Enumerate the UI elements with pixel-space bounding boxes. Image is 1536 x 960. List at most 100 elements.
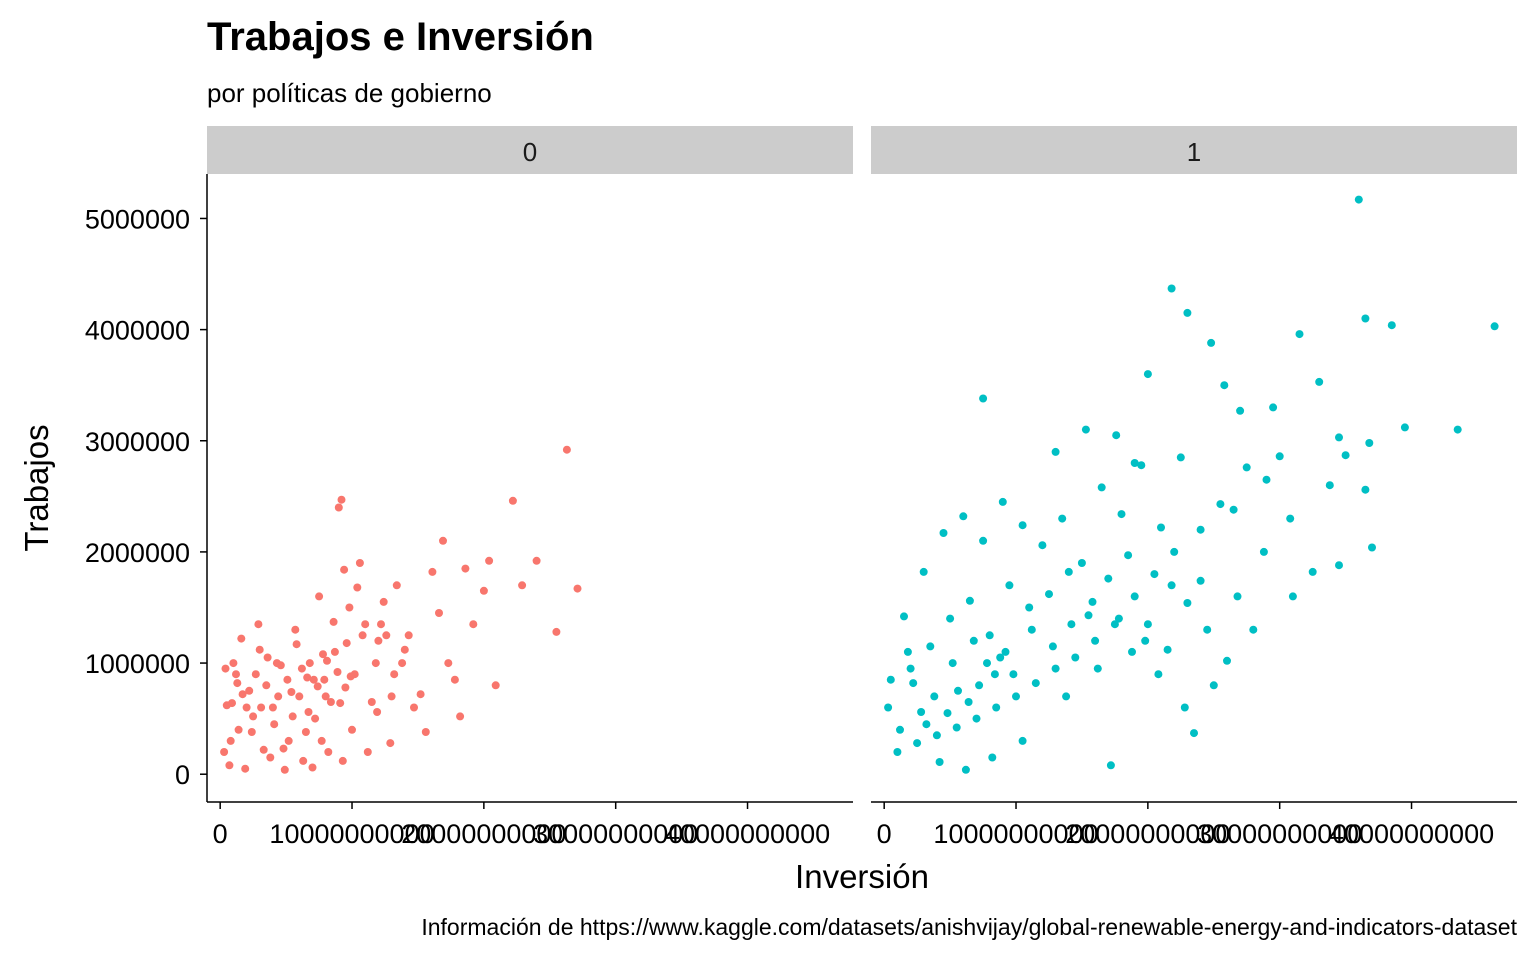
data-point	[1295, 330, 1304, 339]
data-point	[930, 692, 939, 701]
data-point	[283, 675, 292, 684]
data-point	[1196, 576, 1205, 585]
facet-strip-1	[871, 126, 1517, 174]
data-point	[1229, 505, 1238, 514]
data-point	[342, 639, 351, 648]
data-point	[1361, 314, 1370, 323]
data-point	[886, 675, 895, 684]
data-point	[270, 720, 279, 729]
data-point	[225, 761, 234, 770]
data-point	[996, 653, 1005, 662]
data-point	[234, 725, 243, 734]
data-point	[926, 642, 935, 651]
data-point	[1009, 670, 1018, 679]
data-point	[1005, 581, 1014, 590]
data-point	[1084, 611, 1093, 620]
data-point	[428, 567, 437, 576]
data-point	[439, 536, 447, 545]
data-point	[983, 659, 991, 668]
data-point	[291, 625, 300, 634]
data-point	[1183, 599, 1192, 607]
data-point	[319, 650, 327, 659]
x-ticks-facet-0: 0 100000000002000000000030000000000400000…	[213, 802, 830, 849]
data-point	[346, 672, 355, 681]
data-point	[998, 497, 1007, 506]
data-point	[1190, 729, 1198, 738]
x-tick-label: 10000000000	[933, 819, 1098, 849]
data-point	[979, 394, 988, 403]
data-point	[1354, 195, 1363, 204]
data-point	[1128, 647, 1136, 656]
data-point	[1071, 653, 1080, 662]
data-point	[903, 647, 912, 656]
data-point	[1001, 647, 1010, 656]
data-point	[1062, 692, 1071, 701]
data-point	[262, 681, 271, 690]
data-point	[1207, 338, 1216, 347]
data-point	[1038, 541, 1047, 550]
data-point	[387, 692, 396, 701]
data-point	[263, 653, 272, 662]
data-point	[1104, 574, 1113, 583]
data-point	[367, 698, 376, 706]
data-point	[1110, 620, 1119, 629]
data-point	[336, 699, 345, 708]
data-point	[257, 703, 266, 712]
data-point	[491, 681, 500, 690]
data-point	[1196, 525, 1205, 534]
data-point	[221, 664, 230, 673]
data-point	[313, 682, 322, 691]
data-point	[404, 631, 413, 640]
data-point	[297, 664, 306, 673]
data-point	[1093, 664, 1102, 673]
data-point	[1220, 381, 1229, 390]
data-point	[900, 612, 908, 621]
data-point	[259, 745, 268, 754]
data-point	[896, 725, 904, 734]
data-point	[456, 712, 465, 721]
data-point	[1143, 620, 1152, 629]
data-point	[943, 709, 952, 718]
data-point	[959, 512, 968, 521]
data-point	[1130, 592, 1139, 601]
data-point	[1335, 433, 1343, 442]
data-point	[1012, 692, 1020, 701]
chart-title: Trabajos e Inversión	[207, 15, 594, 59]
data-point	[964, 698, 973, 706]
data-point	[305, 659, 314, 668]
data-point	[1117, 510, 1126, 519]
data-point	[1269, 403, 1278, 412]
data-point	[1097, 483, 1106, 492]
x-ticks-facet-1: 0 100000000002000000000030000000000400000…	[877, 802, 1494, 849]
data-point	[268, 703, 277, 712]
data-point	[884, 703, 893, 712]
points-facet-0	[220, 445, 582, 774]
data-point	[1308, 567, 1317, 576]
data-point	[341, 683, 350, 692]
data-point	[979, 536, 988, 545]
data-point	[295, 692, 304, 701]
data-point	[532, 556, 541, 565]
data-point	[954, 686, 962, 695]
y-axis-title: Trabajos	[18, 424, 55, 551]
data-point	[1112, 431, 1121, 440]
data-point	[309, 675, 318, 684]
data-point	[1051, 664, 1060, 673]
data-point	[1233, 592, 1242, 601]
data-point	[249, 712, 258, 721]
data-point	[1018, 736, 1027, 745]
y-tick-label: 0	[175, 760, 190, 790]
y-ticks: 0 1000000 2000000 3000000 4000000 5000000	[85, 204, 207, 790]
data-point	[242, 703, 251, 712]
x-axis-title: Inversión	[795, 858, 929, 895]
data-point	[266, 753, 275, 762]
data-point	[1150, 570, 1159, 579]
data-point	[1453, 425, 1462, 434]
data-point	[562, 445, 571, 454]
data-point	[345, 603, 354, 612]
data-point	[1288, 592, 1297, 601]
data-point	[1242, 463, 1251, 472]
data-point	[254, 620, 263, 629]
data-point	[303, 673, 312, 682]
data-point	[226, 736, 235, 745]
